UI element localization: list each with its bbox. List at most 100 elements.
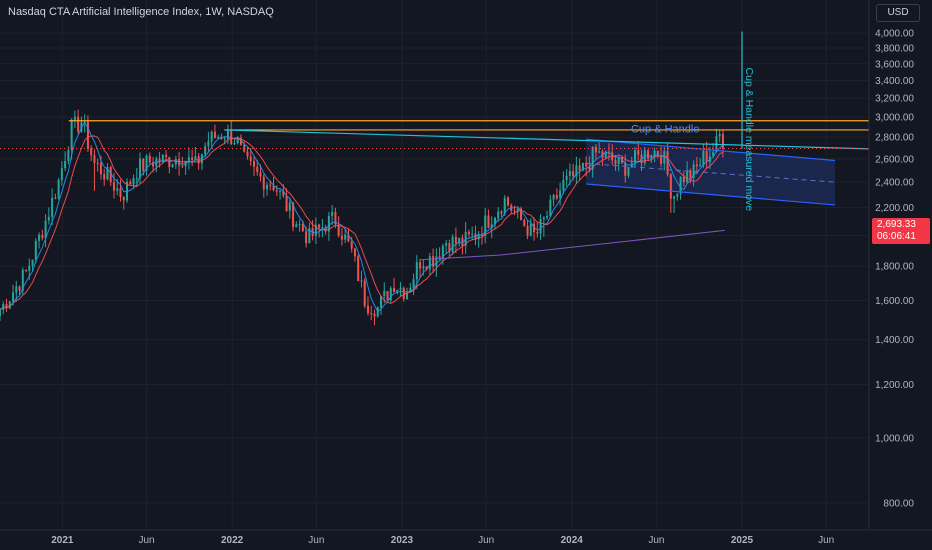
candle-body	[422, 266, 425, 269]
candle-body	[682, 177, 685, 183]
candle-body	[5, 303, 8, 309]
candle-body	[692, 164, 695, 179]
time-axis[interactable]: 2021 Jun 2022 Jun 2023 Jun 2024 Jun 2025 Jun	[51, 535, 834, 546]
grid-lines	[0, 0, 869, 530]
candle-body	[520, 208, 523, 220]
candle-body	[572, 171, 575, 177]
candle-body	[445, 243, 448, 246]
candle-body	[607, 151, 610, 153]
price-axis[interactable]: 4,000.00 3,800.00 3,600.00 3,400.00 3,200.00…	[875, 29, 914, 510]
candle-body	[402, 287, 405, 299]
candle-body	[689, 170, 692, 179]
candle-body	[106, 167, 109, 180]
candle-body	[409, 287, 412, 293]
candle-body	[506, 197, 510, 206]
price-tick-label: 3,800.00	[875, 43, 914, 54]
candle-body	[484, 215, 487, 236]
candle-body	[669, 174, 672, 199]
candle-body	[12, 292, 15, 302]
candle-body	[266, 184, 269, 190]
candle-body	[406, 292, 409, 299]
channel-upper-line	[586, 138, 836, 162]
candle-body	[438, 256, 441, 258]
candle-body	[116, 188, 119, 191]
candle-body	[376, 307, 379, 317]
candle-body	[588, 166, 591, 170]
candle-body	[152, 162, 155, 167]
price-tick-label: 2,400.00	[875, 178, 914, 189]
candle-body	[135, 177, 138, 179]
candle-body	[399, 287, 402, 290]
price-tick-label: 3,600.00	[875, 59, 914, 70]
drawing-overlays-front: Cup & Handle measured move Cup & Handle	[0, 31, 870, 211]
candle-body	[568, 171, 571, 176]
candle-body	[503, 197, 506, 214]
last-price-tag: 2,693.33 06:06:41	[872, 218, 930, 244]
candle-body	[226, 130, 229, 139]
candle-body	[708, 156, 711, 162]
candle-body	[34, 240, 37, 260]
candle-body	[142, 158, 145, 171]
candle-body	[633, 150, 637, 163]
candle-body	[77, 116, 80, 132]
candle-body	[454, 236, 457, 244]
candle-body	[396, 289, 399, 293]
candle-body	[575, 165, 578, 177]
candle-body	[383, 291, 386, 297]
time-tick-label: Jun	[648, 535, 664, 546]
candle-body	[318, 224, 321, 228]
candle-body	[262, 176, 265, 190]
ma-long-line	[420, 229, 725, 261]
candle-body	[236, 137, 239, 144]
candle-body	[526, 225, 529, 236]
price-tick-label: 1,600.00	[875, 296, 914, 307]
candle-body	[656, 150, 659, 157]
candle-body	[256, 166, 259, 173]
candle-body	[86, 121, 89, 149]
candle-body	[60, 168, 63, 180]
candle-body	[679, 177, 682, 194]
price-tick-label: 2,800.00	[875, 133, 914, 144]
candle-body	[187, 157, 190, 161]
candle-body	[15, 286, 18, 293]
candle-body	[637, 150, 640, 155]
candle-body	[70, 119, 73, 151]
price-tick-label: 2,600.00	[875, 154, 914, 165]
candle-body	[493, 217, 496, 225]
candle-body	[295, 224, 298, 228]
candle-body	[0, 310, 2, 316]
candle-body	[292, 202, 295, 228]
candle-body	[233, 143, 236, 145]
candle-body	[165, 154, 168, 157]
price-tick-label: 3,000.00	[875, 113, 914, 124]
candle-body	[28, 265, 31, 271]
candle-body	[161, 154, 164, 163]
candle-body	[223, 138, 226, 140]
candle-body	[25, 269, 28, 271]
candle-body	[301, 223, 304, 232]
candle-body	[350, 241, 353, 249]
candle-body	[617, 157, 620, 164]
candle-body	[432, 256, 435, 267]
candle-body	[103, 174, 106, 180]
time-tick-label: Jun	[818, 535, 834, 546]
currency-button[interactable]: USD	[876, 4, 920, 22]
candle-body	[67, 150, 70, 162]
candle-body	[539, 219, 542, 234]
candle-body	[673, 196, 676, 199]
candle-body	[246, 151, 249, 157]
candle-body	[419, 262, 422, 269]
candle-body	[565, 175, 568, 181]
candle-body	[344, 234, 347, 240]
candle-body	[353, 248, 356, 257]
candle-body	[650, 156, 653, 159]
time-tick-label: 2025	[731, 535, 754, 546]
candle-body	[363, 280, 366, 306]
candle-body	[64, 161, 67, 169]
candle-body	[425, 266, 428, 270]
price-tick-label: 1,400.00	[875, 335, 914, 346]
candle-body	[451, 236, 454, 252]
candle-body	[357, 256, 360, 282]
candle-body	[269, 184, 272, 186]
